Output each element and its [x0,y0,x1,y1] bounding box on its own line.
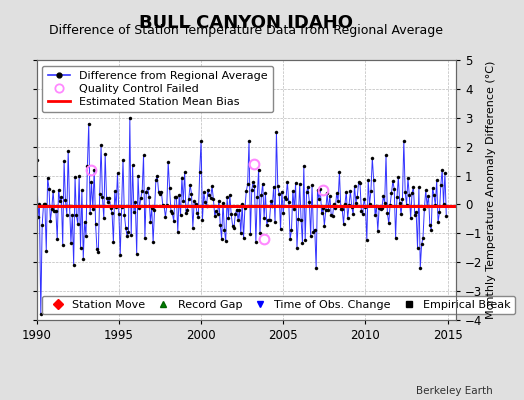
Y-axis label: Monthly Temperature Anomaly Difference (°C): Monthly Temperature Anomaly Difference (… [486,61,496,319]
Text: Difference of Station Temperature Data from Regional Average: Difference of Station Temperature Data f… [49,24,443,37]
Text: BULL CANYON IDAHO: BULL CANYON IDAHO [139,14,353,32]
Text: Berkeley Earth: Berkeley Earth [416,386,493,396]
Legend: Station Move, Record Gap, Time of Obs. Change, Empirical Break: Station Move, Record Gap, Time of Obs. C… [42,296,515,314]
